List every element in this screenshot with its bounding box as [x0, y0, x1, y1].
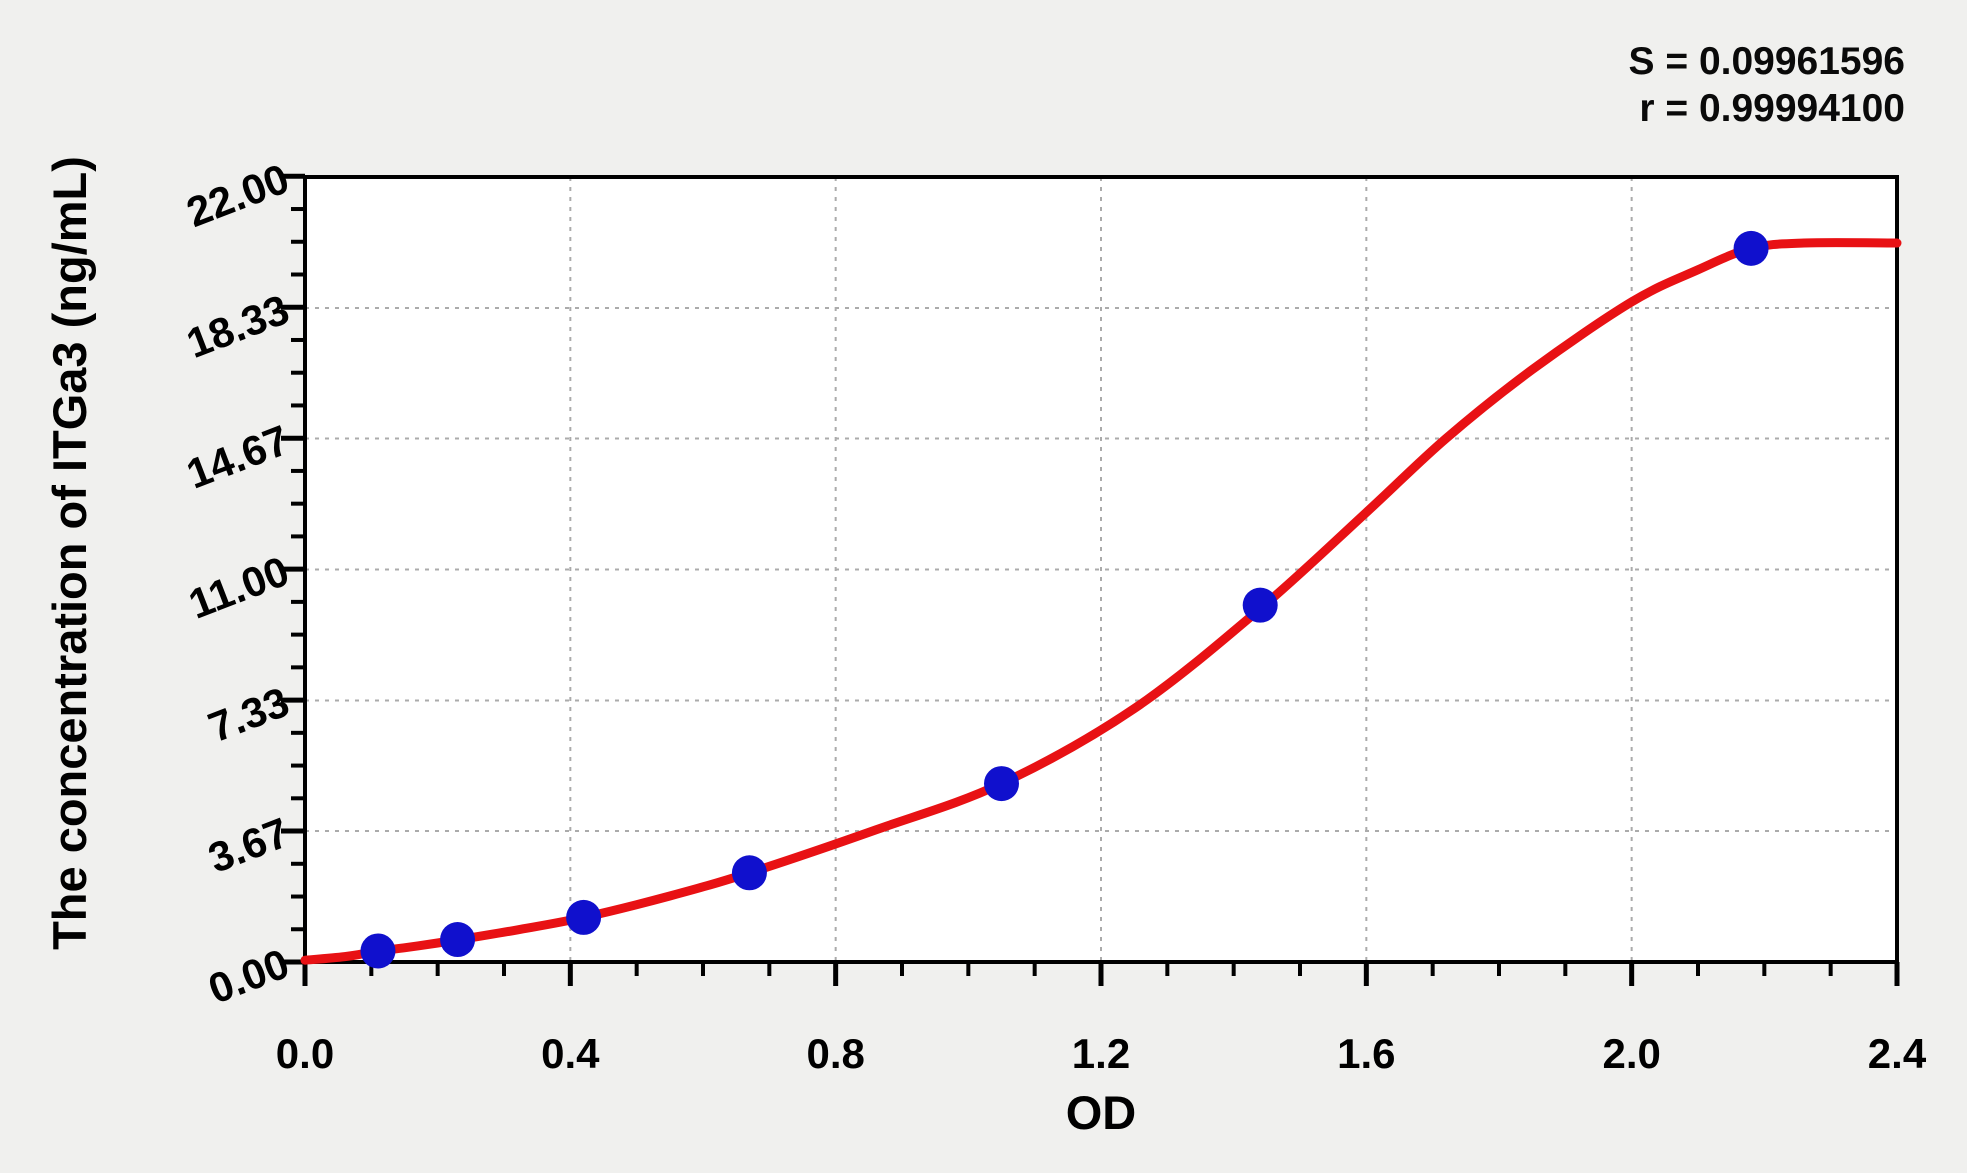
y-tick-label: 18.33 — [180, 285, 295, 367]
y-axis-title: The concentration of ITGa3 (ng/mL) — [43, 156, 96, 950]
x-tick-label: 1.6 — [1337, 1030, 1395, 1077]
x-axis-title: OD — [1065, 1086, 1137, 1139]
x-tick-label: 0.4 — [541, 1030, 600, 1077]
y-tick-label: 22.00 — [180, 155, 295, 237]
y-tick-label: 0.00 — [202, 940, 295, 1013]
y-tick-label: 14.67 — [180, 416, 295, 498]
fit-statistics: S = 0.09961596 r = 0.99994100 — [1628, 38, 1905, 132]
data-point — [984, 766, 1019, 802]
data-point — [1242, 587, 1278, 623]
stat-s-value: S = 0.09961596 — [1628, 40, 1905, 83]
y-tick-label: 7.33 — [202, 678, 295, 751]
axes-box — [303, 175, 1899, 964]
y-tick-label: 3.67 — [202, 809, 295, 882]
data-point — [1733, 230, 1769, 266]
x-tick-label: 0.0 — [276, 1030, 334, 1077]
x-tick-label: 0.8 — [806, 1030, 864, 1077]
data-point — [731, 855, 767, 891]
stat-r-value: r = 0.99994100 — [1639, 87, 1905, 130]
x-tick-label: 2.0 — [1602, 1030, 1660, 1077]
data-point — [360, 933, 396, 969]
x-tick-label: 1.2 — [1072, 1030, 1130, 1077]
data-point — [566, 899, 602, 935]
x-tick-label: 2.4 — [1868, 1030, 1927, 1077]
data-point — [440, 922, 476, 958]
y-tick-label: 11.00 — [182, 547, 295, 628]
